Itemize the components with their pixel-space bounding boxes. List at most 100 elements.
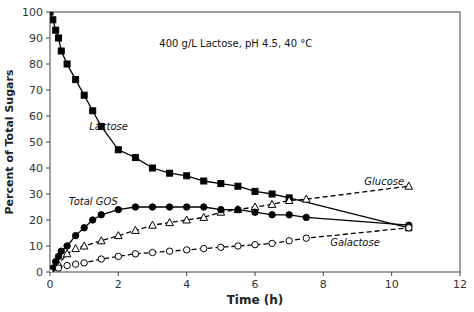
series xyxy=(50,225,412,272)
y-tick-label: 50 xyxy=(29,136,43,149)
point xyxy=(252,188,258,194)
point xyxy=(97,237,105,244)
x-tick xyxy=(323,272,324,276)
point xyxy=(72,261,78,267)
y-tick-label: 70 xyxy=(29,84,43,97)
annotation: 400 g/L Lactose, pH 4.5, 40 °C xyxy=(159,38,312,49)
y-tick-label: 80 xyxy=(29,58,43,71)
point xyxy=(149,221,157,228)
point xyxy=(55,265,61,271)
y-tick-label: 30 xyxy=(29,188,43,201)
point xyxy=(303,235,309,241)
series xyxy=(50,182,413,272)
point xyxy=(218,244,224,250)
x-tick xyxy=(255,272,256,276)
y-tick xyxy=(46,220,50,221)
point xyxy=(64,243,70,249)
point xyxy=(80,242,88,249)
point xyxy=(149,249,155,255)
point xyxy=(235,183,241,189)
point xyxy=(252,242,258,248)
point xyxy=(64,61,70,67)
point xyxy=(269,240,275,246)
point xyxy=(115,147,121,153)
x-tick-label: 12 xyxy=(453,278,467,291)
point xyxy=(286,238,292,244)
point xyxy=(303,214,309,220)
y-tick-label: 90 xyxy=(29,32,43,45)
y-tick-label: 60 xyxy=(29,110,43,123)
point xyxy=(58,48,64,54)
point xyxy=(72,245,80,252)
point xyxy=(285,197,293,204)
curve-labels: LactoseGlucoseTotal GOSGalactose xyxy=(69,121,404,248)
point xyxy=(115,206,121,212)
point xyxy=(132,251,138,257)
point xyxy=(218,206,224,212)
x-tick xyxy=(460,272,461,276)
point xyxy=(72,232,78,238)
y-tick-label: 20 xyxy=(29,214,43,227)
y-tick-label: 10 xyxy=(29,240,43,253)
series-line xyxy=(50,186,409,272)
point xyxy=(166,219,174,226)
point xyxy=(98,256,104,262)
point xyxy=(201,204,207,210)
point xyxy=(269,212,275,218)
x-axis-title: Time (h) xyxy=(227,293,284,307)
y-tick xyxy=(46,38,50,39)
series-label: Total GOS xyxy=(69,196,119,207)
point xyxy=(252,209,258,215)
point xyxy=(184,173,190,179)
y-tick-label: 100 xyxy=(22,6,43,19)
x-tick-label: 10 xyxy=(385,278,399,291)
series xyxy=(50,204,412,272)
point xyxy=(200,213,208,220)
point xyxy=(268,200,276,207)
y-tick-label: 40 xyxy=(29,162,43,175)
y-tick xyxy=(46,142,50,143)
point xyxy=(90,217,96,223)
point xyxy=(167,170,173,176)
y-tick-label: 0 xyxy=(36,266,43,279)
point xyxy=(406,225,412,231)
series-line xyxy=(50,228,409,272)
x-tick xyxy=(391,272,392,276)
point xyxy=(132,155,138,161)
point xyxy=(406,225,412,231)
point xyxy=(201,245,207,251)
point xyxy=(98,212,104,218)
point xyxy=(235,243,241,249)
series-label: Galactose xyxy=(330,237,380,248)
y-tick xyxy=(46,90,50,91)
point xyxy=(166,248,172,254)
x-tick xyxy=(50,272,51,276)
y-tick xyxy=(46,246,50,247)
point xyxy=(115,253,121,259)
series-label: Glucose xyxy=(364,176,404,187)
point xyxy=(50,12,53,15)
y-tick xyxy=(46,64,50,65)
x-tick-label: 0 xyxy=(47,278,54,291)
point xyxy=(405,182,413,189)
x-tick xyxy=(118,272,119,276)
series-line xyxy=(50,12,409,228)
point xyxy=(149,204,155,210)
series-line xyxy=(50,207,409,272)
point xyxy=(53,27,59,33)
x-tick-label: 8 xyxy=(320,278,327,291)
point xyxy=(218,181,224,187)
point xyxy=(90,108,96,114)
y-tick xyxy=(46,194,50,195)
point xyxy=(132,226,140,233)
point xyxy=(183,247,189,253)
point xyxy=(269,191,275,197)
point xyxy=(235,206,241,212)
series xyxy=(50,12,412,231)
point xyxy=(166,204,172,210)
point xyxy=(302,195,310,202)
y-tick xyxy=(46,116,50,117)
point xyxy=(81,225,87,231)
x-tick-label: 4 xyxy=(183,278,190,291)
point xyxy=(58,248,64,254)
